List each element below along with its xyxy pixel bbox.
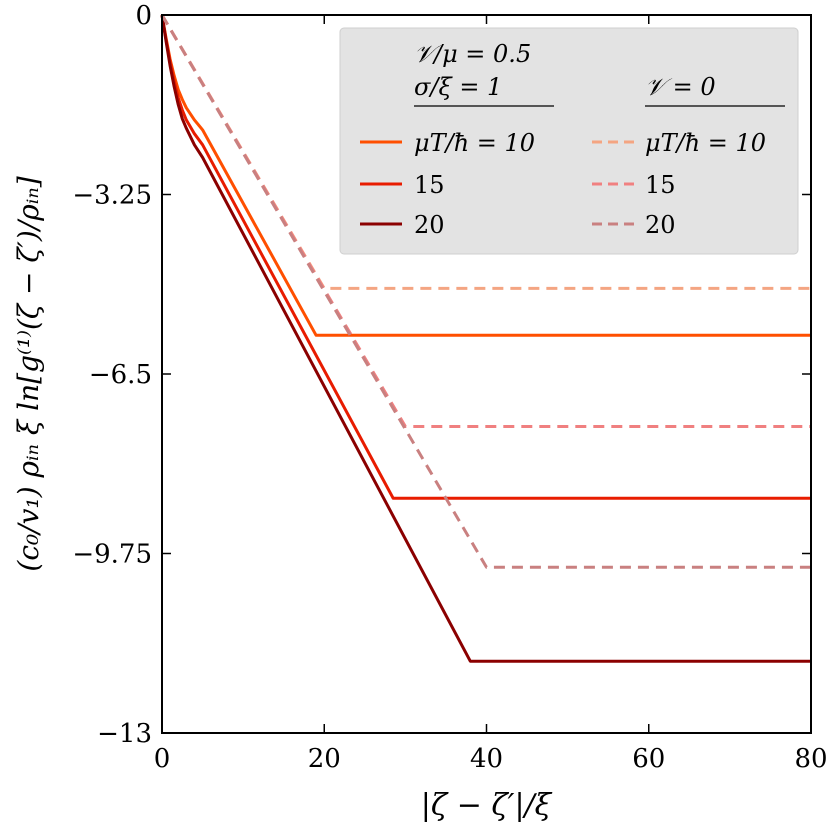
series-layer	[160, 14, 811, 663]
legend-label-solid-15: 15	[414, 171, 445, 199]
legend-label-dashed-15: 15	[645, 171, 676, 199]
legend-label-dashed-20: 20	[645, 211, 676, 239]
y-tick-label: −9.75	[72, 540, 152, 570]
x-axis-ticks: 0 20 40 60 80	[154, 15, 828, 774]
x-tick-label: 40	[470, 744, 503, 774]
x-tick-label: 80	[794, 744, 827, 774]
x-tick-label: 0	[154, 744, 171, 774]
legend-left-header-line1: 𝒱/μ = 0.5	[414, 40, 531, 68]
y-tick-label: 0	[135, 1, 152, 31]
y-axis-ticks: 0 −3.25 −6.5 −9.75 −13	[72, 1, 811, 749]
x-tick-label: 20	[308, 744, 341, 774]
legend-box	[339, 27, 799, 255]
y-axis-label: (c₀/v₁) ρᵢₙ ξ ln[g⁽¹⁾(ζ − ζ′)/ρᵢₙ]	[12, 176, 45, 571]
y-tick-label: −13	[97, 719, 152, 749]
y-tick-label: −3.25	[72, 181, 152, 211]
legend: 𝒱/μ = 0.5 σ/ξ = 1 𝒱 = 0 μT/ħ = 10 15 20 …	[339, 27, 799, 255]
legend-label-solid-10: μT/ħ = 10	[414, 129, 535, 157]
legend-left-header-line2: σ/ξ = 1	[414, 73, 502, 101]
x-axis-label: |ζ − ζ′|/ξ	[421, 788, 553, 823]
series-line-dashed-5	[160, 14, 811, 569]
legend-right-header: 𝒱 = 0	[645, 73, 716, 101]
legend-label-dashed-10: μT/ħ = 10	[645, 129, 766, 157]
legend-label-solid-20: 20	[414, 211, 445, 239]
x-tick-label: 60	[632, 744, 665, 774]
series-line-solid-2	[160, 14, 811, 663]
y-tick-label: −6.5	[89, 360, 152, 390]
